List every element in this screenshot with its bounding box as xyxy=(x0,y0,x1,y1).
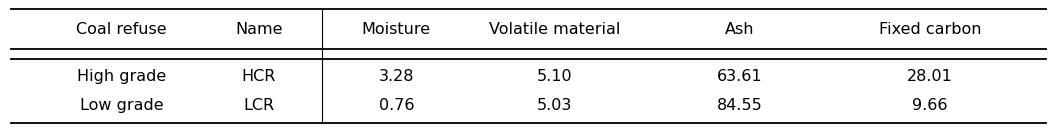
Text: 84.55: 84.55 xyxy=(717,98,763,113)
Text: HCR: HCR xyxy=(242,69,276,84)
Text: Volatile material: Volatile material xyxy=(489,22,620,37)
Text: 9.66: 9.66 xyxy=(912,98,948,113)
Text: Name: Name xyxy=(236,22,282,37)
Text: 0.76: 0.76 xyxy=(378,98,414,113)
Text: High grade: High grade xyxy=(77,69,166,84)
Text: Low grade: Low grade xyxy=(79,98,164,113)
Text: 3.28: 3.28 xyxy=(378,69,414,84)
Text: 28.01: 28.01 xyxy=(907,69,953,84)
Text: Moisture: Moisture xyxy=(361,22,431,37)
Text: Coal refuse: Coal refuse xyxy=(76,22,167,37)
Text: Ash: Ash xyxy=(725,22,755,37)
Text: 5.03: 5.03 xyxy=(537,98,573,113)
Text: 63.61: 63.61 xyxy=(717,69,763,84)
Text: LCR: LCR xyxy=(243,98,275,113)
Text: 5.10: 5.10 xyxy=(537,69,573,84)
Text: Fixed carbon: Fixed carbon xyxy=(879,22,981,37)
